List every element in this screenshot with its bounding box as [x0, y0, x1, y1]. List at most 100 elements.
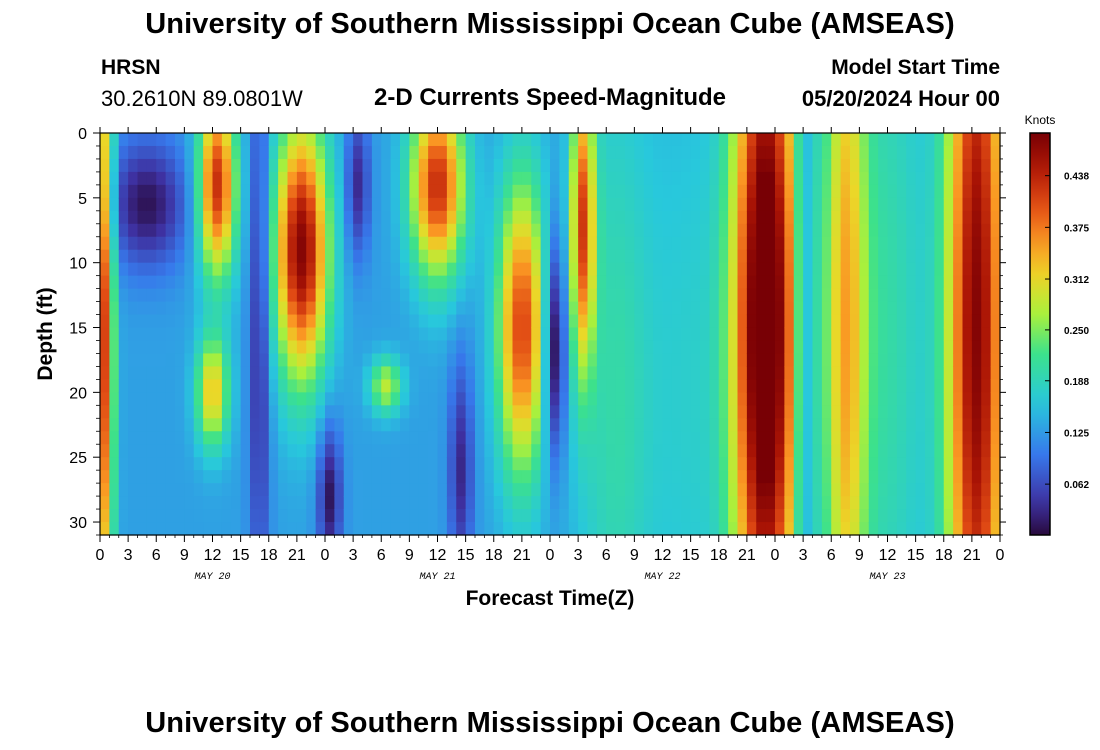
heatmap-cell	[268, 431, 279, 445]
heatmap-cell	[775, 483, 785, 497]
heatmap-cell	[568, 444, 579, 458]
heatmap-cell	[521, 418, 532, 432]
heatmap-cell	[259, 171, 270, 186]
heatmap-cell	[943, 457, 954, 471]
heatmap-cell	[625, 184, 635, 199]
heatmap-cell	[906, 379, 917, 393]
heatmap-cell	[550, 379, 560, 393]
heatmap-cell	[643, 236, 654, 251]
heatmap-cell	[203, 223, 214, 238]
heatmap-cell	[306, 444, 317, 458]
heatmap-cell	[671, 366, 682, 380]
heatmap-cell	[784, 275, 795, 290]
heatmap-cell	[390, 457, 401, 471]
heatmap-cell	[803, 418, 814, 432]
heatmap-cell	[896, 236, 907, 251]
heatmap-cell	[746, 301, 757, 316]
heatmap-cell	[878, 249, 889, 264]
heatmap-cell	[400, 340, 410, 355]
heatmap-cell	[634, 314, 645, 329]
heatmap-cell	[278, 431, 289, 445]
heatmap-cell	[700, 249, 710, 264]
heatmap-cell	[915, 418, 926, 432]
heatmap-cell	[850, 184, 860, 199]
heatmap-cell	[878, 470, 889, 484]
heatmap-cell	[156, 275, 167, 290]
heatmap-cell	[784, 522, 795, 536]
heatmap-cell	[456, 210, 467, 225]
heatmap-cell	[531, 249, 542, 264]
heatmap-cell	[484, 418, 495, 432]
heatmap-cell	[550, 223, 560, 238]
heatmap-cell	[587, 405, 598, 419]
y-tick-label: 25	[69, 450, 87, 467]
heatmap-cell	[409, 133, 420, 147]
heatmap-cell	[278, 418, 289, 432]
heatmap-cell	[578, 327, 589, 342]
heatmap-cell	[428, 210, 439, 225]
heatmap-cell	[437, 275, 448, 290]
heatmap-cell	[418, 197, 429, 212]
heatmap-cell	[493, 145, 504, 160]
heatmap-cell	[859, 353, 870, 368]
heatmap-cell	[409, 158, 420, 173]
heatmap-cell	[165, 379, 176, 393]
heatmap-cell	[775, 496, 785, 510]
heatmap-cell	[109, 210, 120, 225]
heatmap-cell	[315, 444, 326, 458]
heatmap-cell	[521, 249, 532, 264]
heatmap-cell	[221, 210, 232, 225]
heatmap-cell	[371, 496, 382, 510]
heatmap-cell	[203, 366, 214, 380]
heatmap-cell	[503, 210, 514, 225]
heatmap-cell	[325, 288, 335, 303]
heatmap-cell	[756, 184, 767, 199]
heatmap-cell	[212, 366, 223, 380]
heatmap-cell	[400, 327, 410, 342]
heatmap-cell	[671, 353, 682, 368]
heatmap-cell	[709, 236, 720, 251]
footer-title: University of Southern Mississippi Ocean…	[145, 707, 955, 739]
heatmap-cell	[306, 249, 317, 264]
heatmap-cell	[371, 301, 382, 316]
heatmap-cell	[109, 340, 120, 355]
heatmap-cell	[390, 405, 401, 419]
heatmap-cell	[259, 522, 270, 536]
heatmap-cell	[371, 392, 382, 406]
heatmap-cell	[737, 301, 748, 316]
heatmap-cell	[953, 314, 964, 329]
heatmap-cell	[540, 275, 551, 290]
heatmap-cell	[709, 418, 720, 432]
heatmap-cell	[643, 470, 654, 484]
heatmap-cell	[353, 236, 364, 251]
heatmap-cell	[343, 457, 354, 471]
heatmap-cell	[287, 145, 298, 160]
heatmap-cell	[606, 392, 617, 406]
heatmap-cell	[475, 366, 485, 380]
heatmap-cell	[868, 184, 879, 199]
heatmap-cell	[287, 509, 298, 523]
heatmap-cell	[550, 522, 560, 536]
heatmap-cell	[296, 210, 307, 225]
x-tick-label: 21	[738, 547, 756, 564]
heatmap-cell	[278, 405, 289, 419]
heatmap-cell	[671, 288, 682, 303]
heatmap-cell	[268, 496, 279, 510]
heatmap-cell	[428, 444, 439, 458]
heatmap-cell	[934, 184, 945, 199]
heatmap-cell	[943, 340, 954, 355]
heatmap-cell	[915, 470, 926, 484]
heatmap-cell	[850, 133, 860, 147]
heatmap-cell	[306, 353, 317, 368]
heatmap-cell	[812, 353, 823, 368]
heatmap-cell	[578, 353, 589, 368]
heatmap-cell	[709, 223, 720, 238]
heatmap-cell	[315, 496, 326, 510]
heatmap-cell	[287, 353, 298, 368]
heatmap-cell	[109, 418, 120, 432]
heatmap-cell	[100, 197, 110, 212]
heatmap-cell	[371, 171, 382, 186]
heatmap-cell	[240, 184, 251, 199]
heatmap-cell	[343, 327, 354, 342]
heatmap-cell	[325, 197, 335, 212]
